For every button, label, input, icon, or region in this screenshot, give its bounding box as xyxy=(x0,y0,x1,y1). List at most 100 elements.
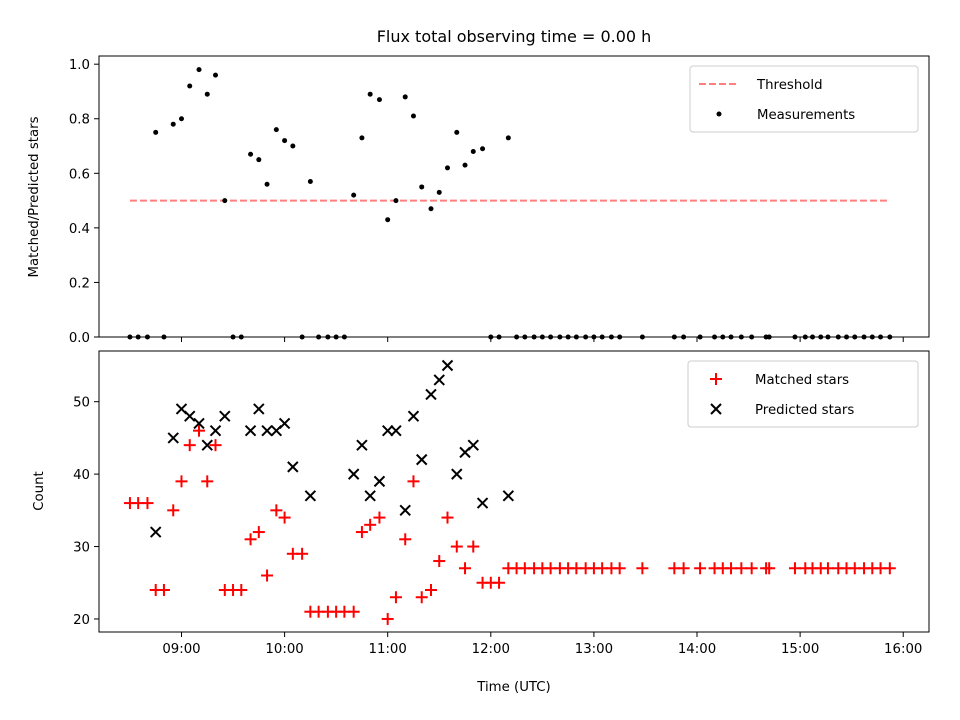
predicted-stars-point xyxy=(502,490,515,502)
bottom-plot-area: 09:00 10:00 11:00 12:00 13:00 14:00 15:00 16:00… xyxy=(73,350,930,657)
top-legend-box xyxy=(689,65,919,133)
matched-stars-point xyxy=(407,475,420,488)
predicted-stars-point xyxy=(476,497,489,509)
legend-measurements-swatch xyxy=(716,111,722,117)
matched-stars-point xyxy=(450,540,463,553)
measurements-point xyxy=(359,135,365,141)
measurements-point xyxy=(222,198,228,204)
measurements-point xyxy=(454,129,460,135)
measurements-point xyxy=(480,146,486,152)
measurements-point xyxy=(505,135,511,141)
matched-stars-point xyxy=(613,562,626,575)
predicted-stars-point xyxy=(287,461,299,473)
x-tick-label: 12:00 xyxy=(472,642,510,657)
matched-stars-point xyxy=(364,518,377,531)
predicted-stars-point xyxy=(278,417,291,430)
bottom-legend-box xyxy=(687,360,919,428)
matched-stars-point xyxy=(244,533,257,546)
matched-stars-point xyxy=(677,562,690,575)
matched-stars-point xyxy=(278,511,291,524)
matched-stars-point xyxy=(252,526,265,539)
predicted-stars-point xyxy=(261,424,273,437)
legend-matched-label: Matched stars xyxy=(755,373,849,388)
measurements-point xyxy=(462,162,468,168)
predicted-stars-point xyxy=(364,490,376,502)
y-tick-label: 40 xyxy=(73,468,90,483)
predicted-stars-point xyxy=(399,504,411,517)
predicted-stars-point xyxy=(451,468,463,480)
measurements-point xyxy=(419,184,425,190)
matched-stars-point xyxy=(175,475,188,488)
measurements-point xyxy=(393,198,399,204)
matched-stars-point xyxy=(373,511,386,524)
predicted-stars-point xyxy=(219,410,231,422)
matched-stars-point xyxy=(725,562,738,575)
matched-stars-point xyxy=(441,511,454,524)
y-tick-label: 50 xyxy=(73,396,90,411)
plot-frame xyxy=(98,350,930,633)
bottom-y-axis-label: Count xyxy=(32,471,47,511)
matched-stars-point xyxy=(183,439,196,452)
x-tick-label: 10:00 xyxy=(265,642,303,657)
top-legend: Threshold Measurements xyxy=(689,65,919,133)
x-tick-label: 15:00 xyxy=(781,642,819,657)
measurements-point xyxy=(444,165,450,171)
matched-stars-point xyxy=(883,562,896,575)
measurements-point xyxy=(367,91,373,97)
legend-measurements-label: Measurements xyxy=(757,108,855,123)
matched-stars-point xyxy=(459,562,472,575)
y-tick-label: 20 xyxy=(73,613,90,628)
top-y-axis-label: Matched/Predicted stars xyxy=(27,116,42,277)
measurements-point xyxy=(376,97,382,103)
bottom-legend: Matched stars Predicted stars xyxy=(687,360,919,428)
predicted-stars-point xyxy=(184,410,196,422)
predicted-stars-point xyxy=(201,439,213,451)
measurements-point xyxy=(273,127,279,133)
matched-stars-point xyxy=(167,504,180,517)
measurements-point xyxy=(187,83,193,89)
y-tick-label: 30 xyxy=(73,541,90,556)
matched-stars-point xyxy=(141,497,154,510)
measurements-point xyxy=(470,148,476,154)
matched-stars-point xyxy=(821,562,834,575)
measurements-point xyxy=(196,67,202,73)
measurements-point xyxy=(410,113,416,119)
matched-stars-point xyxy=(636,562,649,575)
predicted-stars-point xyxy=(433,374,445,386)
matched-stars-point xyxy=(355,526,368,539)
legend-predicted-swatch xyxy=(710,403,722,415)
bottom-panel: 09:00 10:00 11:00 12:00 13:00 14:00 15:00 16:00… xyxy=(32,350,930,695)
x-tick-label: 14:00 xyxy=(678,642,716,657)
matched-stars-point xyxy=(694,562,707,575)
matched-stars-point xyxy=(261,569,274,582)
matched-stars-point xyxy=(415,591,428,604)
predicted-stars-point xyxy=(193,417,205,430)
x-tick-label: 09:00 xyxy=(162,642,200,657)
predicted-stars-point xyxy=(416,453,428,466)
y-tick-label: 0.4 xyxy=(69,222,90,237)
y-tick-label: 0.6 xyxy=(69,167,90,182)
matched-stars-point xyxy=(763,562,776,575)
predicted-stars-point xyxy=(390,424,402,437)
matched-stars-point xyxy=(381,612,394,625)
measurements-point xyxy=(213,72,219,78)
matched-stars-point xyxy=(235,583,248,596)
measurements-point xyxy=(204,91,210,97)
matched-stars-point xyxy=(201,475,214,488)
measurements-point xyxy=(170,121,176,127)
x-tick-label: 11:00 xyxy=(369,642,407,657)
matched-stars-point xyxy=(467,540,480,553)
legend-threshold-label: Threshold xyxy=(756,78,823,93)
matched-stars-point xyxy=(399,533,412,546)
y-tick-label: 0.0 xyxy=(69,331,90,346)
measurements-point xyxy=(436,189,442,195)
matched-stars-point xyxy=(745,562,758,575)
predicted-stars-point xyxy=(467,439,479,451)
matched-stars-point xyxy=(425,583,437,596)
top-plot-area: 0.0 0.2 0.4 0.6 0.8 1.0 xyxy=(69,55,930,346)
measurements-point xyxy=(402,94,408,100)
predicted-stars-point xyxy=(425,388,437,401)
measurements-point xyxy=(351,192,357,198)
measurements-point xyxy=(282,138,288,144)
